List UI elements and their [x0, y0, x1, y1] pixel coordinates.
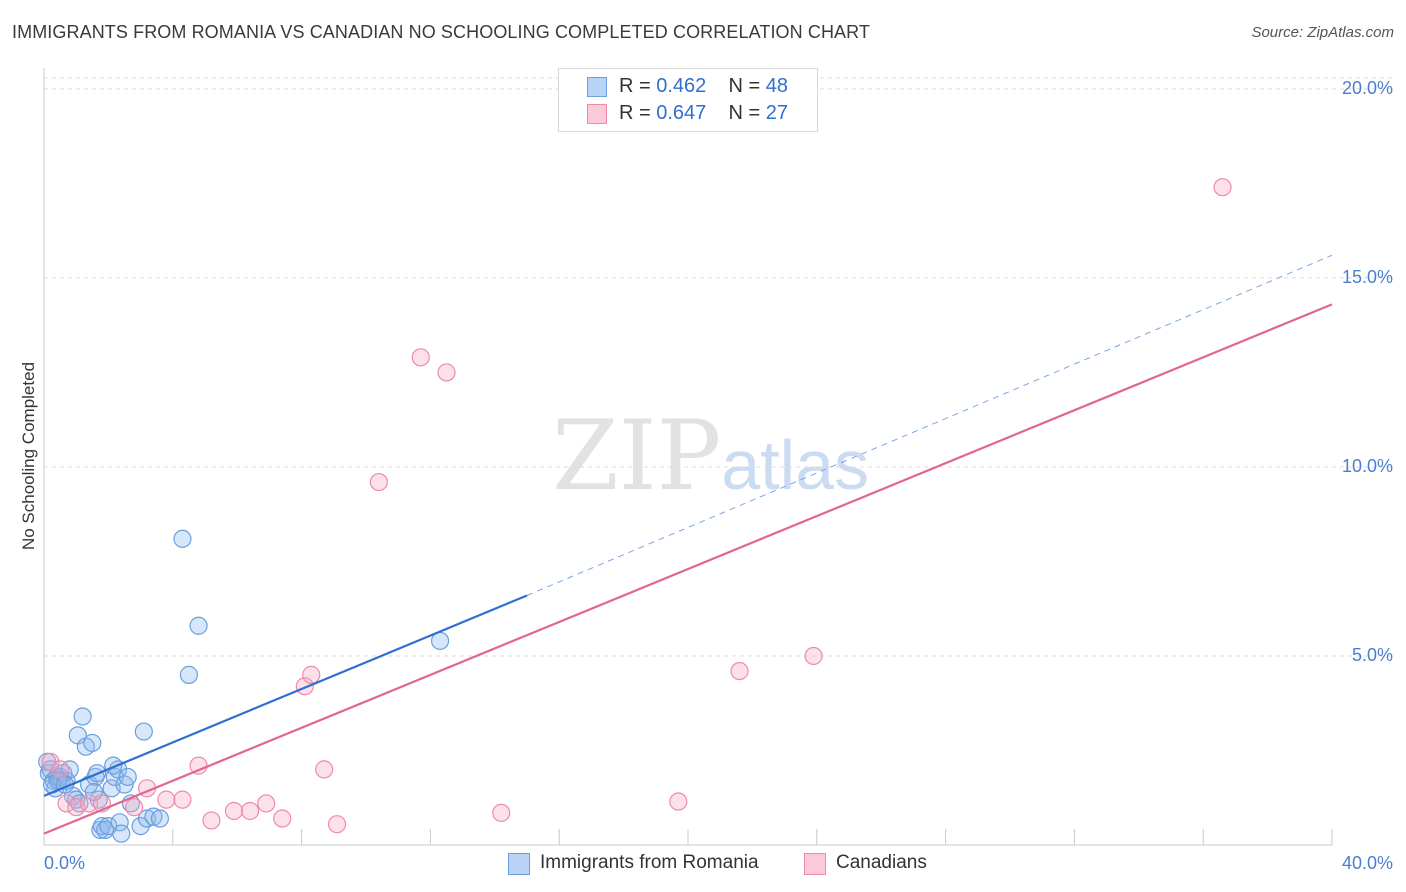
- point-romania: [137, 809, 157, 828]
- point-canadians: [50, 760, 70, 779]
- legend-swatch-blue: [587, 77, 607, 97]
- point-canadians: [202, 811, 221, 830]
- point-romania: [118, 767, 137, 787]
- legend-n-label: N =: [728, 75, 766, 97]
- bottom-legend-swatch-pink: [804, 853, 826, 875]
- point-romania: [73, 707, 92, 726]
- watermark-zip: ZIP: [552, 400, 722, 512]
- correlation-legend: R = 0.462 N = 48 R = 0.647 N = 27: [558, 68, 818, 132]
- data-points: [38, 178, 1232, 843]
- x-tick-label: 40.0%: [1342, 853, 1393, 873]
- watermark: ZIPatlas: [552, 400, 869, 512]
- point-canadians: [57, 794, 76, 813]
- point-canadians: [1213, 178, 1232, 197]
- point-romania: [83, 733, 102, 753]
- point-canadians: [41, 752, 60, 771]
- point-canadians: [273, 809, 292, 828]
- trend-line-canadians: [43, 303, 1333, 835]
- point-canadians: [173, 790, 192, 809]
- point-canadians: [669, 792, 688, 811]
- legend-n-value: 48: [765, 75, 789, 97]
- legend-r-value: 0.647: [656, 102, 707, 124]
- point-canadians: [224, 801, 244, 821]
- legend-n-value: 27: [765, 102, 789, 124]
- point-canadians: [492, 803, 511, 822]
- trend-line-romania-extension: [526, 254, 1333, 596]
- point-canadians: [327, 815, 347, 834]
- bottom-legend-label: Immigrants from Romania: [540, 852, 759, 873]
- point-canadians: [79, 794, 99, 813]
- point-canadians: [804, 646, 823, 666]
- y-tick-label: 20.0%: [1342, 78, 1393, 98]
- point-canadians: [240, 801, 260, 821]
- legend-r-label: R =: [619, 75, 657, 97]
- point-canadians: [257, 794, 276, 813]
- legend-r-value: 0.462: [656, 75, 707, 97]
- bottom-legend-label: Canadians: [836, 852, 927, 873]
- point-romania: [112, 824, 131, 843]
- y-tick-label: 15.0%: [1342, 267, 1393, 287]
- point-romania: [173, 529, 192, 548]
- source-label: Source: ZipAtlas.com: [1251, 24, 1394, 41]
- bottom-legend-swatch-blue: [508, 853, 530, 875]
- y-tick-label: 10.0%: [1342, 456, 1393, 476]
- trend-lines: [43, 254, 1333, 835]
- point-canadians: [302, 665, 321, 684]
- point-romania: [131, 816, 150, 836]
- point-canadians: [125, 798, 144, 817]
- point-canadians: [157, 790, 176, 809]
- point-canadians: [411, 348, 430, 367]
- point-romania: [179, 665, 198, 684]
- chart-title: IMMIGRANTS FROM ROMANIA VS CANADIAN NO S…: [12, 22, 871, 42]
- point-romania: [150, 809, 170, 828]
- legend-n-label: N =: [728, 102, 766, 124]
- point-canadians: [369, 472, 388, 492]
- y-axis-label: No Schooling Completed: [19, 362, 38, 550]
- legend-swatch-pink: [587, 104, 607, 124]
- watermark-atlas: atlas: [721, 426, 870, 504]
- y-tick-label: 5.0%: [1352, 645, 1393, 665]
- legend-r-label: R =: [619, 102, 657, 124]
- gridlines: [44, 77, 1392, 657]
- point-canadians: [730, 661, 749, 681]
- axes: [43, 68, 1333, 846]
- point-canadians: [315, 760, 334, 779]
- trend-line-romania: [43, 594, 528, 797]
- point-romania: [144, 807, 163, 826]
- point-canadians: [437, 363, 456, 382]
- x-tick-label: 0.0%: [44, 853, 85, 873]
- point-romania: [134, 722, 153, 741]
- axis-labels: 5.0% 10.0% 15.0% 20.0% 0.0% 40.0% No Schooling…: [19, 78, 1393, 873]
- point-romania: [110, 813, 129, 832]
- point-romania: [189, 616, 208, 635]
